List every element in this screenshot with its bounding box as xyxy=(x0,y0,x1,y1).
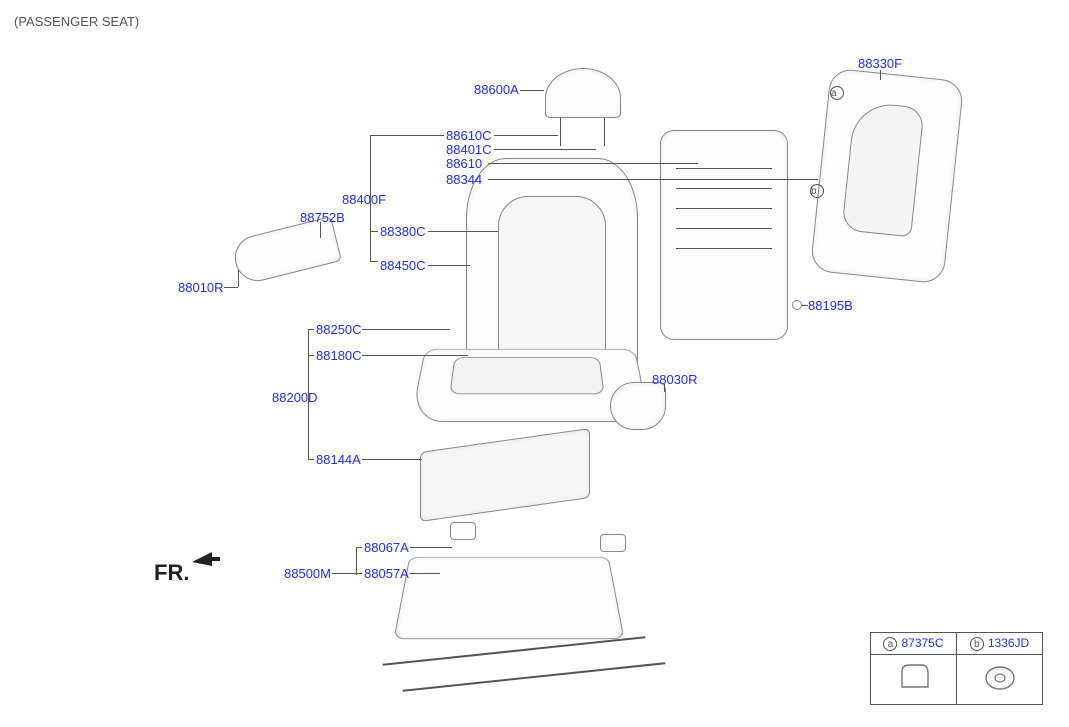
leader xyxy=(802,305,808,306)
diagram-title: (PASSENGER SEAT) xyxy=(14,14,139,29)
leader xyxy=(370,231,378,232)
label-88610C: 88610C xyxy=(446,128,492,143)
part-shield-outer xyxy=(230,216,342,286)
diagram-canvas: { "title": "(PASSENGER SEAT)", "front_in… xyxy=(0,0,1069,727)
leader xyxy=(410,547,452,548)
leader xyxy=(494,135,558,136)
clip-icon xyxy=(894,661,934,695)
part-seat-back-inset xyxy=(498,196,606,366)
part-bracket xyxy=(450,522,476,540)
part-back-frame xyxy=(660,130,788,340)
label-88401C: 88401C xyxy=(446,142,492,157)
label-88195B: 88195B xyxy=(808,298,853,313)
part-bolt xyxy=(792,300,802,310)
leader xyxy=(356,547,362,548)
label-88010R: 88010R xyxy=(178,280,224,295)
washer-icon xyxy=(980,661,1020,695)
leader xyxy=(224,287,238,288)
label-88030R: 88030R xyxy=(652,372,698,387)
frame-rib xyxy=(676,248,772,249)
legend-code-a: 87375C xyxy=(901,636,943,650)
legend-header-b: b 1336JD xyxy=(957,633,1043,655)
legend-circled-b: b xyxy=(970,637,984,651)
frame-rib xyxy=(676,168,772,169)
legend-thumb-a xyxy=(871,655,957,705)
circled-a: a xyxy=(830,86,844,100)
part-headrest-post xyxy=(560,118,561,146)
leader xyxy=(356,547,357,575)
leader xyxy=(362,459,422,460)
label-88067A: 88067A xyxy=(364,540,409,555)
legend-table: a 87375C b 1336JD xyxy=(870,632,1043,705)
leader xyxy=(428,265,470,266)
part-track-assy xyxy=(393,557,624,639)
label-88450C: 88450C xyxy=(380,258,426,273)
leader xyxy=(428,231,498,232)
label-88610: 88610 xyxy=(446,156,482,171)
label-88344: 88344 xyxy=(446,172,482,187)
label-88330F: 88330F xyxy=(858,56,902,71)
label-88144A: 88144A xyxy=(316,452,361,467)
track-rail xyxy=(403,662,666,692)
label-88380C: 88380C xyxy=(380,224,426,239)
label-88752B: 88752B xyxy=(300,210,345,225)
leader xyxy=(308,329,314,330)
front-indicator: FR. xyxy=(154,560,189,586)
leader xyxy=(370,135,444,136)
part-headrest xyxy=(545,68,621,118)
leader xyxy=(362,355,468,356)
leader xyxy=(332,573,356,574)
part-bracket xyxy=(600,534,626,552)
track-rail xyxy=(383,636,646,666)
leader xyxy=(308,355,314,356)
leader xyxy=(308,459,314,460)
label-88180C: 88180C xyxy=(316,348,362,363)
label-88500M: 88500M xyxy=(284,566,331,581)
leader xyxy=(370,261,378,262)
label-88600A: 88600A xyxy=(474,82,519,97)
leader xyxy=(520,90,544,91)
leader xyxy=(494,149,596,150)
frame-rib xyxy=(676,208,772,209)
leader xyxy=(238,270,239,287)
part-heater-mat xyxy=(420,428,590,522)
leader xyxy=(488,179,818,180)
leader xyxy=(356,573,362,574)
legend-code-b: 1336JD xyxy=(988,636,1029,650)
leader xyxy=(308,329,309,459)
leader xyxy=(664,384,665,392)
frame-rib xyxy=(676,228,772,229)
part-seat-cushion-inset xyxy=(449,357,604,394)
legend-header-a: a 87375C xyxy=(871,633,957,655)
leader xyxy=(488,163,698,164)
part-shield-inner xyxy=(610,382,666,430)
leader xyxy=(880,70,881,80)
leader xyxy=(370,135,371,261)
part-headrest-post xyxy=(604,118,605,146)
frame-rib xyxy=(676,188,772,189)
leader xyxy=(362,329,450,330)
legend-thumb-b xyxy=(957,655,1043,705)
leader xyxy=(410,573,440,574)
front-arrow-icon xyxy=(192,548,222,566)
label-88400F: 88400F xyxy=(342,192,386,207)
label-88200D: 88200D xyxy=(272,390,318,405)
circled-b: b xyxy=(810,184,824,198)
legend-circled-a: a xyxy=(883,637,897,651)
leader xyxy=(320,222,321,238)
label-88057A: 88057A xyxy=(364,566,409,581)
label-88250C: 88250C xyxy=(316,322,362,337)
